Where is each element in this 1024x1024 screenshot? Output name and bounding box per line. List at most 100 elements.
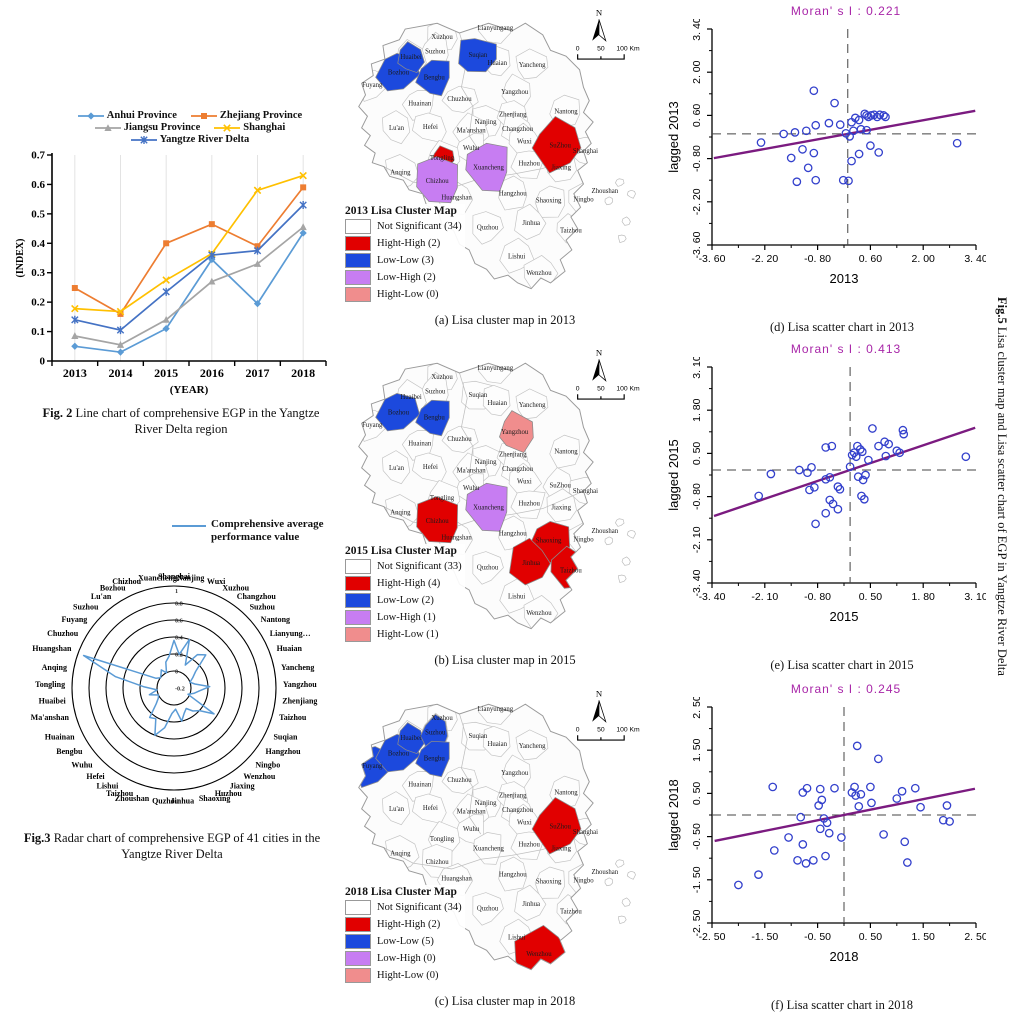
cluster-regions — [375, 38, 582, 204]
svg-text:Hefei: Hefei — [86, 772, 105, 781]
line-chart-legend: Anhui Province Zhejiang Province Jiangsu P… — [44, 110, 336, 145]
svg-text:Zhenjiang: Zhenjiang — [282, 697, 317, 706]
svg-text:Chizhou: Chizhou — [426, 178, 450, 185]
svg-text:Quzhou: Quzhou — [477, 565, 499, 572]
svg-text:Taizhou: Taizhou — [106, 789, 134, 798]
svg-text:Yangzhou: Yangzhou — [501, 429, 529, 436]
svg-text:Huaibei: Huaibei — [39, 697, 67, 706]
legend-item: Yangtze River Delta — [130, 134, 249, 145]
map-legend-swatch — [345, 253, 371, 268]
svg-text:Jiaxing: Jiaxing — [551, 165, 571, 172]
svg-text:2. 50: 2. 50 — [964, 931, 986, 943]
legend-marker-icon — [94, 123, 121, 131]
svg-text:Yangzhou: Yangzhou — [501, 770, 529, 777]
svg-text:0: 0 — [40, 356, 46, 368]
map-legend-label: Low-High (0) — [377, 953, 436, 964]
svg-text:Lu'an: Lu'an — [389, 465, 405, 472]
svg-text:N: N — [596, 348, 603, 358]
svg-text:0.4: 0.4 — [31, 238, 45, 250]
svg-text:1. 80: 1. 80 — [691, 398, 703, 422]
map-legend-label: Hight-High (4) — [377, 578, 441, 589]
svg-text:Ma'anshan: Ma'anshan — [457, 128, 487, 135]
map-legend-swatch — [345, 951, 371, 966]
fig5-caption: Fig.5 Lisa cluster map and Lisa scatter … — [994, 297, 1009, 676]
svg-text:2017: 2017 — [246, 366, 270, 380]
legend-marker-icon — [190, 112, 217, 119]
svg-text:Chuzhou: Chuzhou — [47, 629, 79, 638]
svg-text:1. 50: 1. 50 — [912, 931, 936, 943]
svg-text:Fuyang: Fuyang — [362, 422, 383, 429]
svg-text:Lishui: Lishui — [508, 935, 525, 942]
svg-text:Suzhou: Suzhou — [250, 602, 276, 611]
svg-text:Taizhou: Taizhou — [560, 909, 582, 916]
svg-text:Lianyung…: Lianyung… — [270, 629, 311, 638]
legend-marker-icon — [77, 111, 104, 120]
map-legend-swatch — [345, 270, 371, 285]
legend-item: Zhejiang Province — [190, 110, 302, 121]
fig3-caption-text: Radar chart of comprehensive EGP of 41 c… — [50, 831, 321, 861]
map-legend-item: Hight-High (4) — [345, 576, 462, 591]
map-legend-item: Not Significant (33) — [345, 559, 462, 574]
svg-text:Ningbo: Ningbo — [255, 761, 280, 770]
svg-text:Lu'an: Lu'an — [389, 125, 405, 132]
north-arrow-icon: N — [592, 348, 607, 382]
svg-text:Shaoxing: Shaoxing — [536, 197, 562, 204]
svg-text:lagged 2015: lagged 2015 — [666, 439, 681, 511]
svg-text:Hangzhou: Hangzhou — [499, 531, 527, 538]
fig2-caption: Fig. 2 Line chart of comprehensive EGP i… — [36, 406, 326, 437]
scatter-points — [754, 424, 971, 529]
svg-text:lagged 2018: lagged 2018 — [666, 779, 681, 851]
svg-text:-3. 40: -3. 40 — [699, 591, 726, 603]
svg-text:2015: 2015 — [830, 609, 859, 624]
legend-item: Shanghai — [214, 122, 285, 133]
svg-text:50: 50 — [597, 385, 605, 392]
svg-text:Changzhou: Changzhou — [502, 466, 533, 473]
svg-text:Hangzhou: Hangzhou — [499, 191, 527, 198]
svg-text:Ma'anshan: Ma'anshan — [457, 468, 487, 475]
svg-text:Nanjing: Nanjing — [475, 119, 497, 126]
line-chart-panel: Anhui Province Zhejiang Province Jiangsu P… — [14, 110, 336, 437]
svg-text:Lianyungang: Lianyungang — [477, 365, 513, 372]
svg-text:Zhenjiang: Zhenjiang — [499, 111, 527, 118]
map-legend-item: Low-High (0) — [345, 951, 462, 966]
land-area — [358, 704, 594, 970]
scatter-caption-2015: (e) Lisa scatter chart in 2015 — [770, 658, 914, 672]
svg-text:Wuhu: Wuhu — [463, 826, 480, 833]
svg-text:Shaoxing: Shaoxing — [536, 878, 562, 885]
svg-text:0.7: 0.7 — [31, 150, 45, 162]
svg-text:Anqing: Anqing — [42, 663, 67, 672]
svg-text:1. 50: 1. 50 — [691, 738, 703, 762]
svg-text:0. 50: 0. 50 — [859, 931, 883, 943]
svg-text:Hefei: Hefei — [423, 805, 438, 812]
svg-text:Taizhou: Taizhou — [560, 227, 582, 234]
svg-text:0.3: 0.3 — [31, 267, 45, 279]
map-legend-item: Hight-High (2) — [345, 917, 462, 932]
svg-text:Changzhou: Changzhou — [502, 807, 533, 814]
svg-text:N: N — [596, 8, 603, 18]
svg-text:Wuxi: Wuxi — [207, 577, 226, 586]
svg-text:-2. 10: -2. 10 — [691, 526, 703, 553]
scale-bar: 0 50 100 Km — [576, 45, 640, 60]
legend-label: Shanghai — [243, 122, 286, 133]
islands — [604, 518, 636, 583]
map-legend-swatch — [345, 287, 371, 302]
svg-text:Huzhou: Huzhou — [519, 501, 541, 508]
svg-text:Quzhou: Quzhou — [477, 906, 499, 913]
svg-text:100 Km: 100 Km — [616, 45, 640, 52]
svg-text:Fuyang: Fuyang — [362, 82, 383, 89]
svg-text:Xuzhou: Xuzhou — [431, 715, 453, 722]
svg-text:Lianyungang: Lianyungang — [477, 706, 513, 713]
svg-text:Bengbu: Bengbu — [424, 755, 446, 762]
svg-text:Zhenjiang: Zhenjiang — [499, 451, 527, 458]
map-legend-swatch — [345, 559, 371, 574]
svg-text:2. 00: 2. 00 — [912, 253, 936, 265]
svg-text:Shaoxing: Shaoxing — [199, 794, 231, 803]
scatter-2015-panel: Moran' s I : 0.413 -3. 40 -2. 10 -0. 80 0. … — [664, 342, 994, 673]
svg-text:-0.2: -0.2 — [175, 686, 185, 693]
scatter-chart-2015: -3. 40 -2. 10 -0. 80 0. 50 1. 80 3. 10 -3. 40 -… — [666, 355, 988, 624]
svg-text:-1. 50: -1. 50 — [691, 866, 703, 893]
